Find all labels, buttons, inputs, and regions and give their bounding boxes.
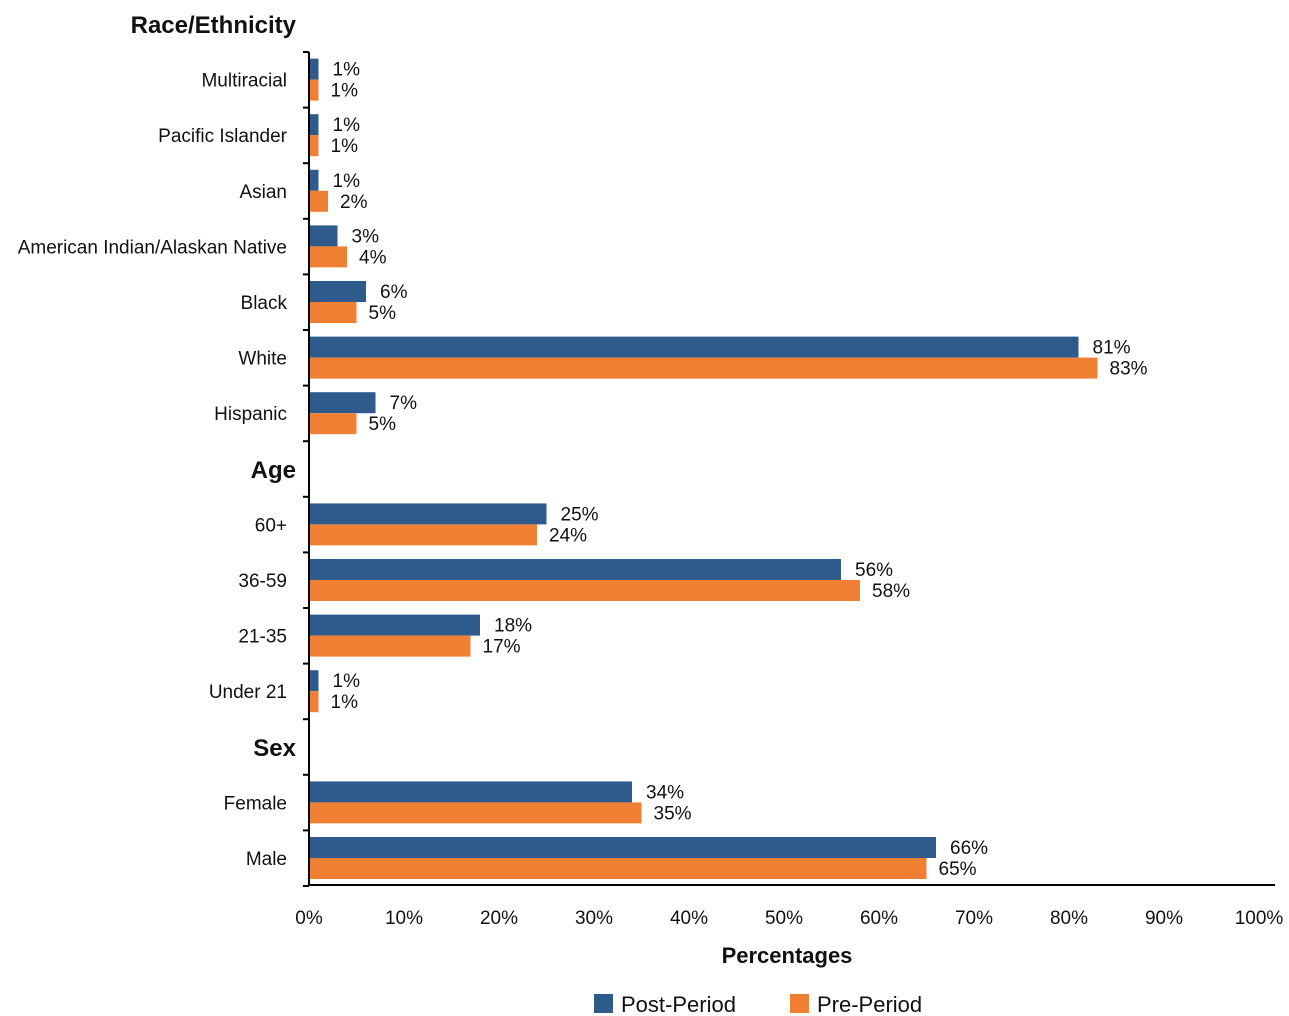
category-label-pacific-islander: Pacific Islander (158, 126, 288, 147)
group-label-sex: Sex (253, 735, 296, 762)
category-label-21-35: 21-35 (238, 627, 287, 648)
value-label-post-60: 25% (561, 504, 599, 525)
legend-label-pre-period: Pre-Period (817, 992, 922, 1016)
bar-pre-under-21 (309, 691, 319, 713)
bar-pre-female (309, 802, 642, 824)
value-label-pre-american-indian-alaskan-native: 4% (359, 247, 387, 268)
bar-post-pacific-islander (309, 114, 319, 136)
value-label-pre-male: 65% (939, 859, 977, 880)
bar-post-hispanic (309, 392, 376, 414)
value-label-post-21-35: 18% (494, 616, 532, 637)
bar-post-black (309, 281, 366, 302)
bar-pre-asian (309, 190, 328, 212)
value-label-post-female: 34% (646, 782, 684, 803)
category-label-male: Male (246, 849, 287, 870)
x-tick-label-40: 40% (670, 908, 708, 929)
bar-post-female (309, 781, 632, 803)
bar-post-under-21 (309, 670, 319, 692)
value-label-pre-white: 83% (1110, 359, 1148, 380)
x-tick-label-60: 60% (860, 908, 898, 929)
category-label-american-indian-alaskan-native: American Indian/Alaskan Native (18, 237, 287, 258)
value-label-pre-21-35: 17% (483, 637, 521, 658)
x-tick-label-80: 80% (1050, 908, 1088, 929)
group-label-age: Age (251, 457, 296, 484)
value-label-post-multiracial: 1% (333, 60, 361, 81)
value-label-pre-hispanic: 5% (369, 414, 397, 435)
legend-swatch-pre-period (790, 994, 809, 1013)
bar-post-male (309, 837, 936, 858)
x-tick-label-50: 50% (765, 908, 803, 929)
bar-pre-black (309, 302, 357, 323)
bar-pre-male (309, 858, 927, 879)
bar-post-white (309, 336, 1079, 358)
value-label-pre-60: 24% (549, 525, 587, 546)
category-label-asian: Asian (239, 182, 287, 203)
x-axis-title: Percentages (722, 943, 853, 968)
value-label-post-white: 81% (1093, 338, 1131, 359)
value-label-post-under-21: 1% (333, 671, 361, 692)
category-label-60: 60+ (255, 515, 287, 536)
category-label-white: White (238, 349, 287, 370)
bar-pre-multiracial (309, 79, 319, 101)
bar-pre-36-59 (309, 580, 860, 601)
x-tick-label-70: 70% (955, 908, 993, 929)
category-label-female: Female (224, 793, 287, 814)
value-label-pre-pacific-islander: 1% (331, 136, 359, 157)
category-label-black: Black (241, 293, 288, 314)
legend-swatch-post-period (594, 994, 613, 1013)
category-label-multiracial: Multiracial (201, 71, 287, 92)
value-label-pre-under-21: 1% (331, 692, 359, 713)
value-label-post-american-indian-alaskan-native: 3% (352, 226, 380, 247)
bar-pre-white (309, 357, 1098, 379)
value-label-post-36-59: 56% (855, 560, 893, 581)
value-label-post-black: 6% (380, 282, 408, 303)
x-tick-label-0: 0% (295, 908, 323, 929)
value-label-post-asian: 1% (333, 171, 361, 192)
category-label-under-21: Under 21 (209, 682, 287, 703)
bar-post-36-59 (309, 559, 841, 580)
value-label-pre-female: 35% (654, 803, 692, 824)
x-tick-label-10: 10% (385, 908, 423, 929)
value-label-post-hispanic: 7% (390, 393, 418, 414)
x-tick-label-90: 90% (1145, 908, 1183, 929)
bar-pre-60 (309, 524, 537, 546)
value-label-pre-asian: 2% (340, 192, 368, 213)
value-label-pre-multiracial: 1% (331, 81, 359, 102)
legend-label-post-period: Post-Period (621, 992, 736, 1016)
x-tick-label-100: 100% (1235, 908, 1284, 929)
category-label-hispanic: Hispanic (214, 404, 287, 425)
value-label-post-male: 66% (950, 838, 988, 859)
bar-post-multiracial (309, 58, 319, 80)
bar-pre-american-indian-alaskan-native (309, 246, 347, 268)
category-label-36-59: 36-59 (238, 571, 287, 592)
bar-post-60 (309, 503, 547, 525)
value-label-pre-black: 5% (369, 303, 397, 324)
value-label-pre-36-59: 58% (872, 581, 910, 602)
x-tick-label-20: 20% (480, 908, 518, 929)
bar-pre-pacific-islander (309, 135, 319, 157)
group-label-race-ethnicity: Race/Ethnicity (131, 12, 297, 39)
x-tick-label-30: 30% (575, 908, 613, 929)
bar-pre-21-35 (309, 635, 471, 657)
bar-post-american-indian-alaskan-native (309, 225, 338, 247)
value-label-post-pacific-islander: 1% (333, 115, 361, 136)
bar-pre-hispanic (309, 413, 357, 435)
bar-post-21-35 (309, 614, 480, 636)
bar-post-asian (309, 169, 319, 191)
